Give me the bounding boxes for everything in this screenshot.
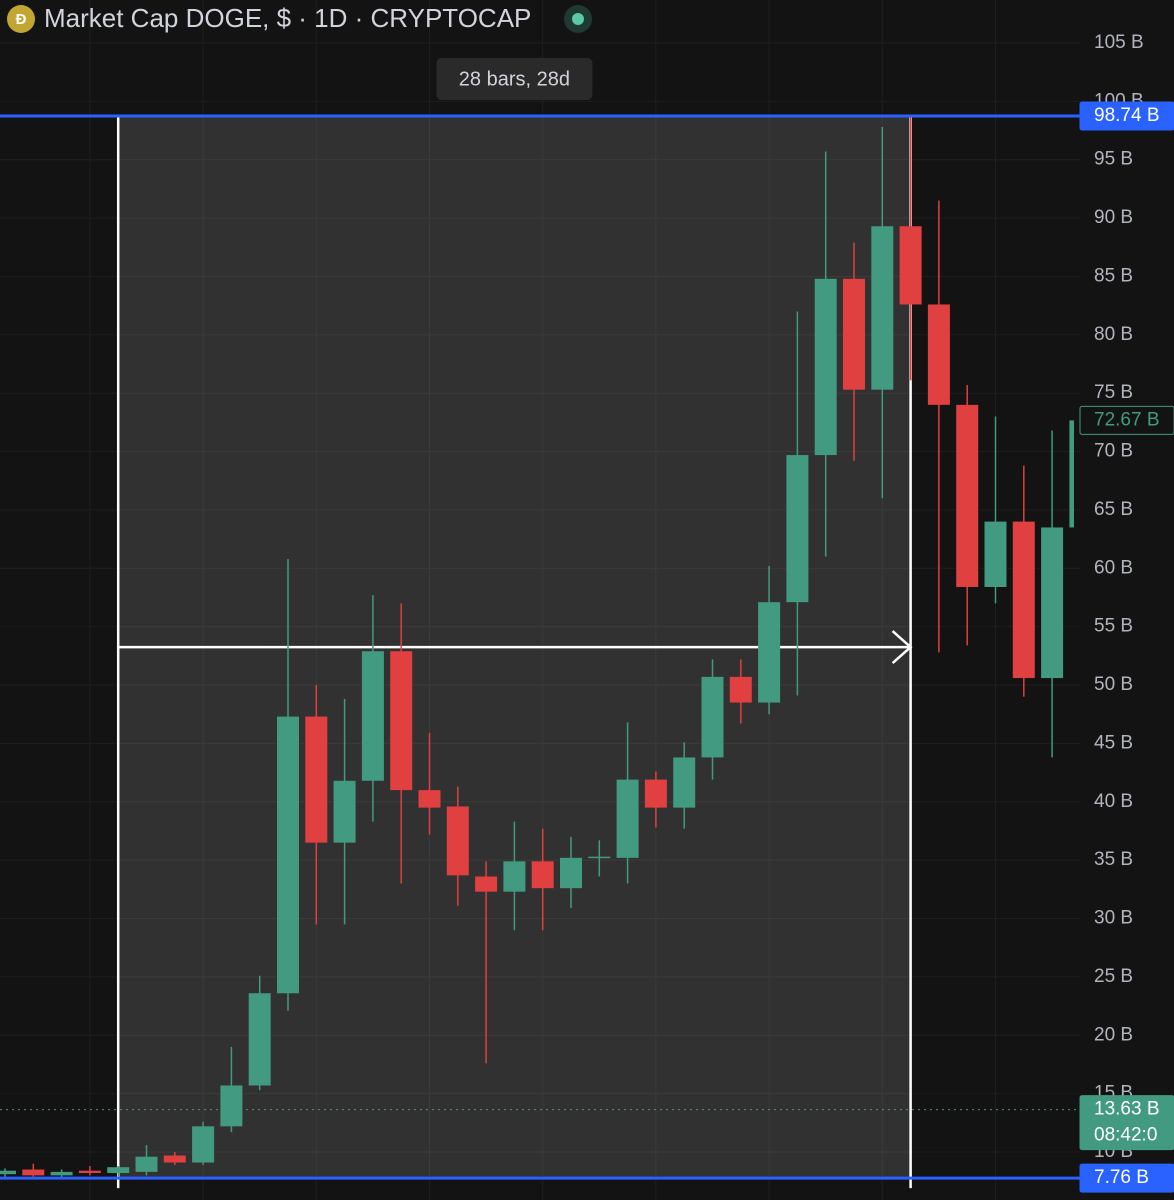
candle-body xyxy=(390,651,413,791)
candle-body xyxy=(871,226,894,390)
coin-icon xyxy=(7,5,35,33)
candle-body xyxy=(956,404,979,587)
chart-title: Market Cap DOGE, $ · 1D · CRYPTOCAP xyxy=(44,3,531,33)
candle-body xyxy=(927,304,950,405)
countdown: 08:42:0 xyxy=(1094,1125,1157,1146)
price-label-box xyxy=(1079,405,1174,435)
candle-body xyxy=(418,790,441,808)
price-label: 72.67 B xyxy=(1094,409,1160,430)
candle-body xyxy=(107,1167,130,1174)
grid xyxy=(0,0,1080,1200)
candle-body xyxy=(22,1169,45,1176)
price-label-box xyxy=(1079,101,1174,131)
candle-body xyxy=(673,757,696,808)
y-tick-label: 60 B xyxy=(1094,557,1133,578)
measure-label: 28 bars, 28d xyxy=(459,68,570,90)
measure-area: 28 bars, 28d xyxy=(116,58,913,1189)
candle-body xyxy=(333,780,356,843)
candle-body xyxy=(277,716,299,994)
candle-body xyxy=(843,278,865,390)
candle-body xyxy=(446,806,469,876)
candle-body xyxy=(163,1155,186,1163)
candle-body xyxy=(475,876,498,892)
candle-body xyxy=(1041,527,1064,679)
candle-body xyxy=(531,861,554,889)
y-tick-label: 95 B xyxy=(1094,149,1133,170)
y-tick-label: 90 B xyxy=(1094,207,1133,228)
y-axis: 10 B15 B20 B25 B30 B35 B40 B45 B50 B55 B… xyxy=(1094,32,1144,1162)
candle-body xyxy=(503,861,526,892)
candle-body xyxy=(1012,521,1035,679)
price-label-box xyxy=(1079,1095,1174,1151)
candle-body xyxy=(984,521,1007,587)
candle-body xyxy=(701,676,724,758)
y-tick-label: 80 B xyxy=(1094,324,1133,345)
y-tick-label: 55 B xyxy=(1094,616,1133,637)
candles xyxy=(0,116,1074,1178)
candle-body xyxy=(560,857,582,889)
candle-body xyxy=(50,1171,73,1176)
candle-body xyxy=(192,1126,215,1163)
candle-body xyxy=(588,856,611,859)
status-dot xyxy=(572,13,584,25)
candle-body xyxy=(0,1170,16,1175)
candle-body xyxy=(814,278,837,456)
coin-letter: Ð xyxy=(16,11,27,28)
y-tick-label: 105 B xyxy=(1094,32,1144,53)
y-tick-label: 85 B xyxy=(1094,265,1133,286)
candle-body xyxy=(786,455,809,603)
price-label: 7.76 B xyxy=(1094,1167,1149,1188)
y-tick-label: 45 B xyxy=(1094,732,1133,753)
candle-body xyxy=(616,779,639,858)
price-label: 98.74 B xyxy=(1094,105,1160,126)
y-tick-label: 75 B xyxy=(1094,382,1133,403)
y-tick-label: 70 B xyxy=(1094,441,1133,462)
y-tick-label: 65 B xyxy=(1094,499,1133,520)
candle-body xyxy=(644,779,667,808)
candle-body xyxy=(220,1085,243,1127)
candle-body xyxy=(305,716,328,843)
y-tick-label: 40 B xyxy=(1094,791,1133,812)
candle-body xyxy=(135,1156,158,1172)
price-label: 13.63 B xyxy=(1094,1099,1160,1120)
y-tick-label: 35 B xyxy=(1094,849,1133,870)
y-tick-label: 30 B xyxy=(1094,908,1133,929)
candle-body xyxy=(758,602,781,703)
candle-body xyxy=(78,1170,101,1174)
measure-tooltip xyxy=(436,58,593,100)
candle-body xyxy=(899,226,922,305)
y-tick-label: 50 B xyxy=(1094,674,1133,695)
y-tick-label: 25 B xyxy=(1094,966,1133,987)
price-labels: 98.74 B 72.67 B 13.63 B 08:42:0 7.76 B xyxy=(0,101,1174,1193)
candle-body xyxy=(729,676,752,703)
y-tick-label: 20 B xyxy=(1094,1024,1133,1045)
candle-body xyxy=(361,651,384,781)
price-label-box xyxy=(1079,1163,1174,1193)
candle-body xyxy=(248,993,271,1086)
measure-arrowhead xyxy=(891,630,913,665)
candle-body xyxy=(1069,420,1074,528)
